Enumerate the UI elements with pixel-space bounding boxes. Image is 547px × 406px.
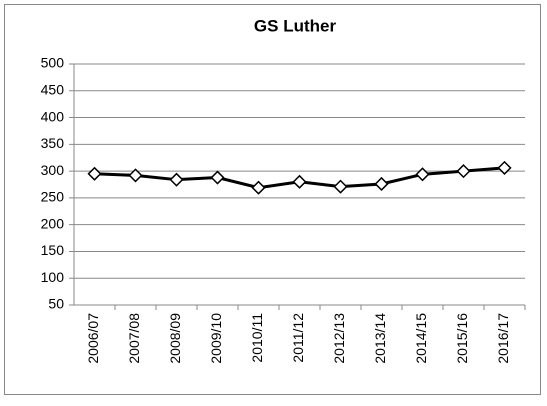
marker [169, 172, 184, 187]
y-tick-label: 450 [41, 81, 65, 97]
marker [210, 170, 225, 185]
marker [415, 167, 430, 182]
marker [292, 174, 307, 189]
chart-border [4, 4, 541, 395]
marker [497, 160, 512, 175]
chart-title: GS Luther [254, 16, 337, 35]
x-tick-label: 2007/08 [126, 313, 142, 364]
marker [251, 180, 266, 195]
x-tick-label: 2016/17 [495, 313, 511, 364]
x-tick-label: 2013/14 [372, 313, 388, 364]
y-tick-label: 500 [41, 55, 65, 71]
marker [374, 176, 389, 192]
x-tick-label: 2006/07 [85, 313, 101, 364]
y-tick-label: 100 [41, 269, 65, 285]
x-tick-label: 2010/11 [249, 313, 265, 363]
marker [87, 166, 102, 181]
marker [128, 168, 143, 183]
y-tick-label: 150 [41, 242, 65, 258]
x-tick-label: 2008/09 [167, 313, 183, 364]
marker [456, 164, 471, 179]
x-tick-label: 2011/12 [290, 313, 306, 363]
y-tick-label: 250 [41, 189, 65, 205]
x-tick-label: 2012/13 [331, 313, 347, 364]
y-tick-label: 200 [41, 215, 65, 231]
x-tick-label: 2009/10 [208, 313, 224, 364]
y-tick-label: 300 [41, 162, 65, 178]
x-tick-label: 2014/15 [413, 313, 429, 364]
y-tick-label: 400 [41, 108, 65, 124]
y-tick-label: 350 [41, 135, 65, 151]
marker [333, 179, 348, 194]
x-tick-label: 2015/16 [454, 313, 470, 364]
y-tick-label: 50 [48, 296, 64, 312]
